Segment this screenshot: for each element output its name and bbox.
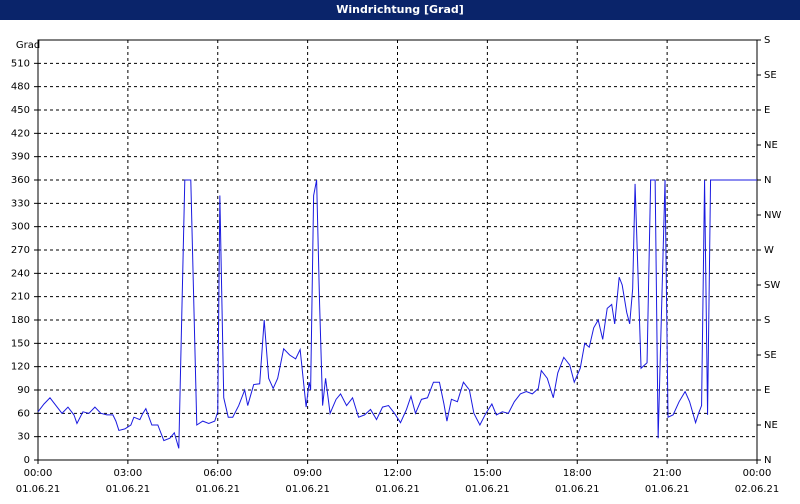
x-tick-date: 01.06.21 — [106, 484, 151, 495]
y2-tick-label: E — [764, 105, 770, 116]
x-tick-label: 09:00 — [293, 468, 322, 479]
x-tick-date: 01.06.21 — [285, 484, 330, 495]
x-tick-label: 06:00 — [203, 468, 232, 479]
y-tick-label: 360 — [11, 175, 30, 186]
title-bar — [0, 0, 800, 20]
y2-tick-label: E — [764, 385, 770, 396]
y-tick-label: 420 — [11, 128, 30, 139]
x-tick-date: 01.06.21 — [465, 484, 510, 495]
y-tick-label: 150 — [11, 338, 30, 349]
x-tick-label: 00:00 — [743, 468, 772, 479]
y-tick-label: 240 — [11, 268, 30, 279]
y-tick-label: 30 — [17, 432, 30, 443]
x-tick-date: 01.06.21 — [375, 484, 420, 495]
y2-tick-label: SW — [764, 280, 780, 291]
x-tick-date: 01.06.21 — [555, 484, 600, 495]
y2-tick-label: N — [764, 455, 771, 466]
x-tick-label: 00:00 — [24, 468, 53, 479]
y-tick-label: 270 — [11, 245, 30, 256]
y-tick-label: 120 — [11, 362, 30, 373]
y-tick-label: 90 — [17, 385, 30, 396]
y2-tick-label: NE — [764, 420, 778, 431]
y-tick-label: 450 — [11, 105, 30, 116]
y-tick-label: 180 — [11, 315, 30, 326]
y2-tick-label: SE — [764, 70, 777, 81]
x-tick-date: 01.06.21 — [645, 484, 690, 495]
x-tick-date: 01.06.21 — [16, 484, 61, 495]
x-tick-date: 01.06.21 — [195, 484, 240, 495]
y2-tick-label: NW — [764, 210, 781, 221]
y-tick-label: 330 — [11, 198, 30, 209]
y2-tick-label: NE — [764, 140, 778, 151]
y2-tick-label: W — [764, 245, 774, 256]
x-tick-label: 18:00 — [563, 468, 592, 479]
x-tick-label: 03:00 — [113, 468, 142, 479]
y-tick-label: 60 — [17, 408, 30, 419]
x-tick-date: 02.06.21 — [735, 484, 780, 495]
y-tick-label: 510 — [11, 58, 30, 69]
y-tick-label: 0 — [24, 455, 30, 466]
y-tick-label: 480 — [11, 82, 30, 93]
x-tick-label: 12:00 — [383, 468, 412, 479]
x-tick-label: 21:00 — [653, 468, 682, 479]
y2-tick-label: S — [764, 35, 770, 46]
data-line — [37, 179, 757, 449]
y2-tick-label: SE — [764, 350, 777, 361]
y-tick-label: 210 — [11, 292, 30, 303]
y-tick-label: 390 — [11, 152, 30, 163]
chart-title: Windrichtung [Grad] — [336, 3, 464, 16]
y2-tick-label: N — [764, 175, 771, 186]
y-tick-label: 300 — [11, 222, 30, 233]
y-axis-label: Grad — [16, 40, 40, 51]
x-tick-label: 15:00 — [473, 468, 502, 479]
y2-tick-label: S — [764, 315, 770, 326]
